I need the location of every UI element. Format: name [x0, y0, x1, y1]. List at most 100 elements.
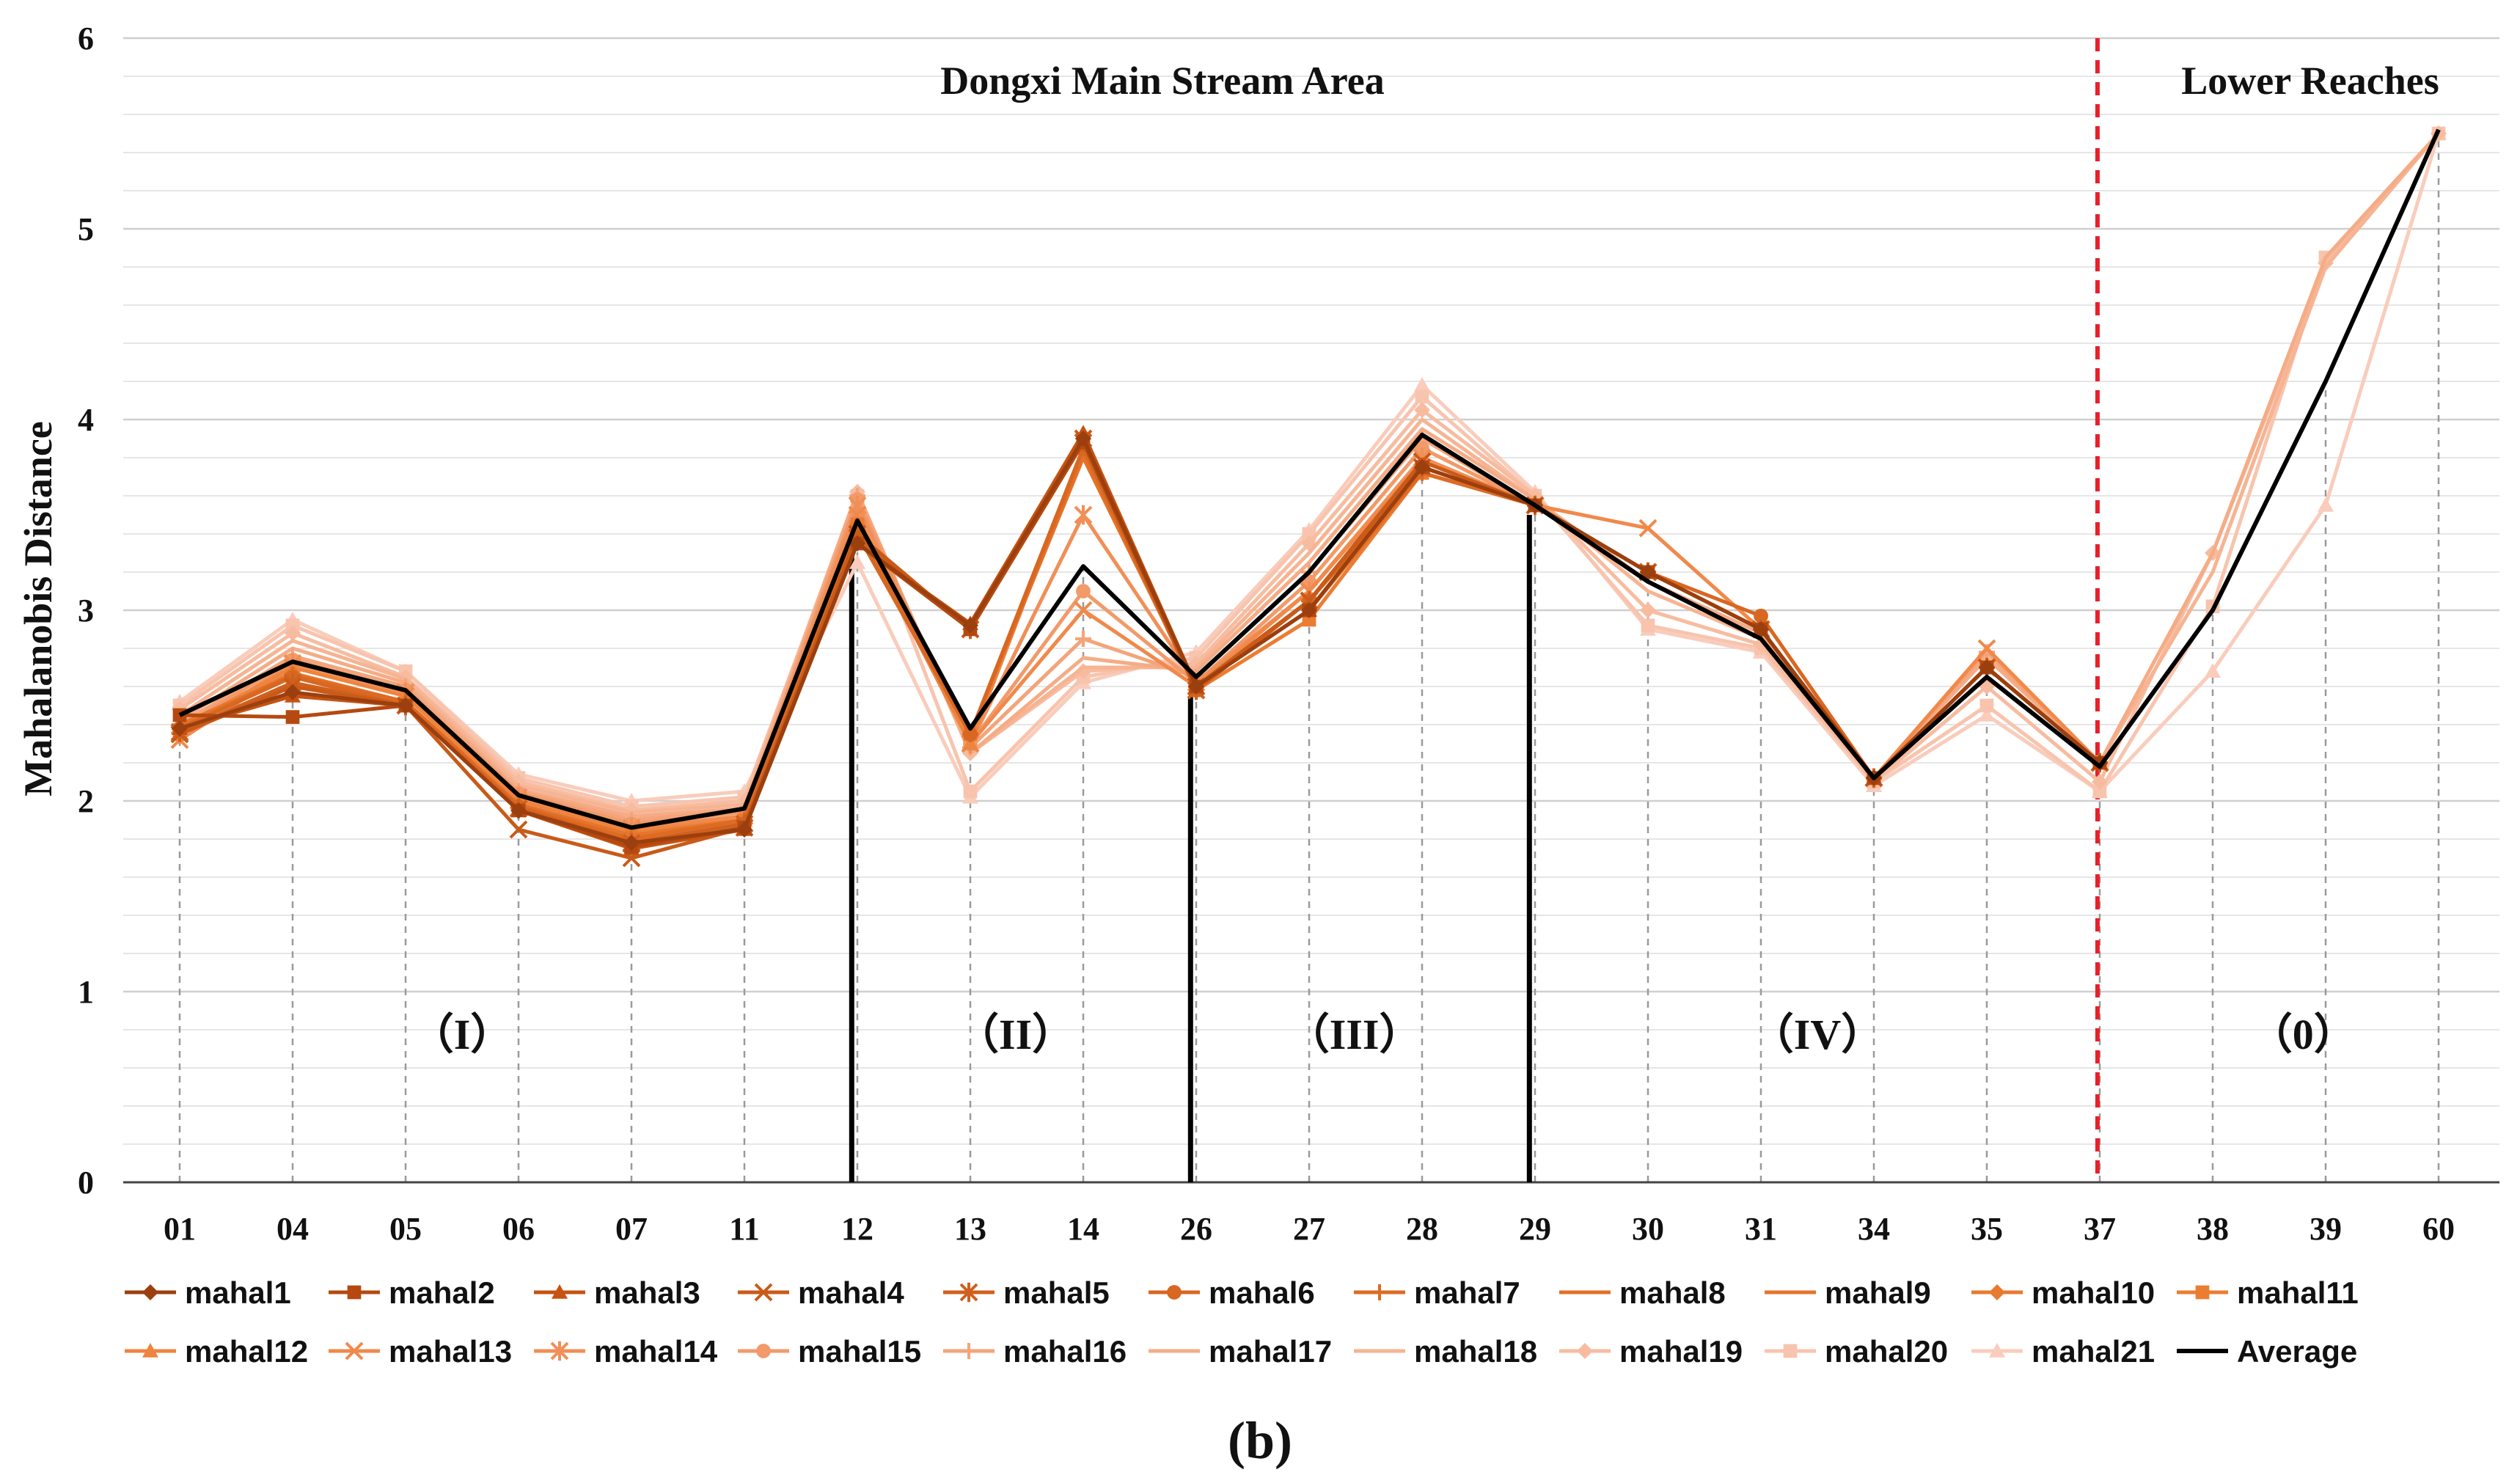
x-tick-27: 27 — [1293, 1211, 1325, 1247]
point-mahal1-06 — [510, 802, 527, 819]
legend-label-mahal9: mahal9 — [1825, 1275, 1931, 1310]
series-mahal11 — [172, 441, 2107, 843]
legend-label-mahal11: mahal11 — [2237, 1275, 2359, 1310]
point-mahal6-13 — [963, 727, 978, 742]
legend-marker-mahal14 — [550, 1341, 569, 1361]
line-mahal11 — [178, 446, 2101, 838]
y-tick-0: 0 — [78, 1165, 94, 1201]
legend-item-mahal10: mahal10 — [1971, 1275, 2155, 1310]
series-Average — [178, 128, 2441, 830]
point-mahal12-13 — [962, 736, 978, 750]
series-lines — [170, 125, 2447, 868]
x-tick-39: 39 — [2310, 1211, 2342, 1247]
line-mahal6 — [178, 446, 2101, 845]
point-mahal20-28 — [1415, 389, 1429, 404]
legend-marker-mahal16 — [961, 1343, 977, 1359]
legend-marker-mahal4 — [754, 1283, 773, 1302]
zone-dividers — [849, 38, 2100, 1182]
series-mahal1 — [172, 431, 2108, 852]
legend-marker-mahal12 — [142, 1343, 158, 1358]
x-tick-31: 31 — [1745, 1211, 1777, 1247]
legend-item-mahal6: mahal6 — [1149, 1275, 1315, 1310]
legend-marker-mahal5 — [959, 1282, 978, 1303]
legend-label-mahal20: mahal20 — [1825, 1334, 1948, 1369]
line-mahal1 — [179, 436, 2101, 845]
y-tick-6: 6 — [78, 21, 94, 56]
legend-item-mahal18: mahal18 — [1354, 1334, 1537, 1369]
point-mahal21-35 — [1979, 707, 1995, 722]
series-mahal18 — [178, 132, 2440, 815]
figure-caption: (b) — [1228, 1411, 1292, 1470]
legend-item-mahal12: mahal12 — [125, 1334, 308, 1369]
zone-label-3: （III） — [1287, 1011, 1422, 1058]
y-tick-2: 2 — [78, 783, 94, 819]
legend-label-mahal14: mahal14 — [594, 1334, 718, 1369]
point-mahal1-05 — [398, 697, 414, 714]
y-axis-label: Mahalanobis Distance — [16, 421, 60, 797]
line-mahal7 — [178, 446, 2101, 841]
line-mahal17 — [178, 132, 2440, 819]
legend-marker-mahal2 — [347, 1285, 362, 1300]
point-mahal1-14 — [1075, 431, 1091, 447]
point-mahal13-14 — [1074, 601, 1093, 620]
series-mahal14 — [170, 447, 2109, 838]
legend-item-mahal8: mahal8 — [1559, 1275, 1726, 1310]
zone-label-2: （II） — [956, 1011, 1074, 1058]
point-mahal2-04 — [285, 710, 300, 724]
legend-item-mahal9: mahal9 — [1765, 1275, 1931, 1310]
x-tick-labels: 01 04 05 06 07 11 12 13 14 26 27 28 29 30 31 34 35 37 38 39… — [164, 1211, 2455, 1247]
x-tick-38: 38 — [2197, 1211, 2229, 1247]
legend-item-mahal7: mahal7 — [1354, 1275, 1520, 1310]
legend-label-mahal13: mahal13 — [389, 1334, 512, 1369]
point-mahal14-14 — [1074, 505, 1093, 525]
y-tick-5: 5 — [78, 211, 94, 247]
point-mahal6-31 — [1754, 608, 1768, 623]
point-mahal20-37 — [2092, 784, 2107, 799]
legend-label-mahal1: mahal1 — [185, 1275, 291, 1310]
x-tick-13: 13 — [954, 1211, 986, 1247]
x-tick-11: 11 — [729, 1211, 760, 1247]
point-mahal1-13 — [962, 617, 978, 634]
point-mahal13-35 — [1977, 639, 1996, 658]
x-tick-12: 12 — [841, 1211, 873, 1247]
x-tick-28: 28 — [1406, 1211, 1438, 1247]
legend-item-mahal3: mahal3 — [534, 1275, 700, 1310]
legend-item-mahal17: mahal17 — [1149, 1334, 1332, 1369]
legend-item-mahal19: mahal19 — [1559, 1334, 1743, 1369]
zone-label-5: （0） — [2250, 1011, 2356, 1058]
x-tick-14: 14 — [1067, 1211, 1099, 1247]
zone-labels: （I） （II） （III） （IV） （0） — [411, 1011, 2356, 1058]
x-tick-01: 01 — [164, 1211, 196, 1247]
x-tick-05: 05 — [389, 1211, 422, 1247]
series-mahal2 — [172, 435, 2107, 854]
point-mahal1-04 — [285, 684, 301, 700]
point-mahal19-30 — [1640, 602, 1656, 618]
series-mahal6 — [172, 441, 2107, 851]
x-tick-60: 60 — [2422, 1211, 2455, 1247]
x-tick-37: 37 — [2084, 1211, 2116, 1247]
x-tick-06: 06 — [502, 1211, 535, 1247]
legend-item-mahal13: mahal13 — [329, 1334, 512, 1369]
legend-marker-mahal11 — [2195, 1285, 2210, 1300]
legend-label-mahal12: mahal12 — [185, 1334, 308, 1369]
point-mahal21-38 — [2205, 663, 2221, 678]
zone-label-4: （IV） — [1751, 1011, 1883, 1058]
point-mahal1-35 — [1979, 659, 1995, 675]
legend-item-mahal16: mahal16 — [943, 1334, 1127, 1369]
category-guides — [178, 129, 2440, 1182]
point-mahal1-01 — [172, 720, 188, 737]
series-mahal13 — [170, 452, 2109, 839]
region-label-main-stream: Dongxi Main Stream Area — [940, 59, 1384, 103]
legend-label-mahal7: mahal7 — [1414, 1275, 1520, 1310]
legend-item-mahal14: mahal14 — [534, 1334, 718, 1369]
line-mahal5 — [178, 440, 2101, 845]
legend-label-mahal21: mahal21 — [2032, 1334, 2155, 1369]
x-tick-04: 04 — [276, 1211, 309, 1247]
line-mahal21 — [178, 133, 2441, 803]
point-mahal21-39 — [2318, 497, 2334, 512]
point-mahal21-28 — [1414, 377, 1430, 392]
legend-item-mahal5: mahal5 — [943, 1275, 1110, 1310]
y-tick-3: 3 — [78, 593, 94, 629]
line-mahal19 — [178, 132, 2440, 813]
x-tick-26: 26 — [1180, 1211, 1212, 1247]
